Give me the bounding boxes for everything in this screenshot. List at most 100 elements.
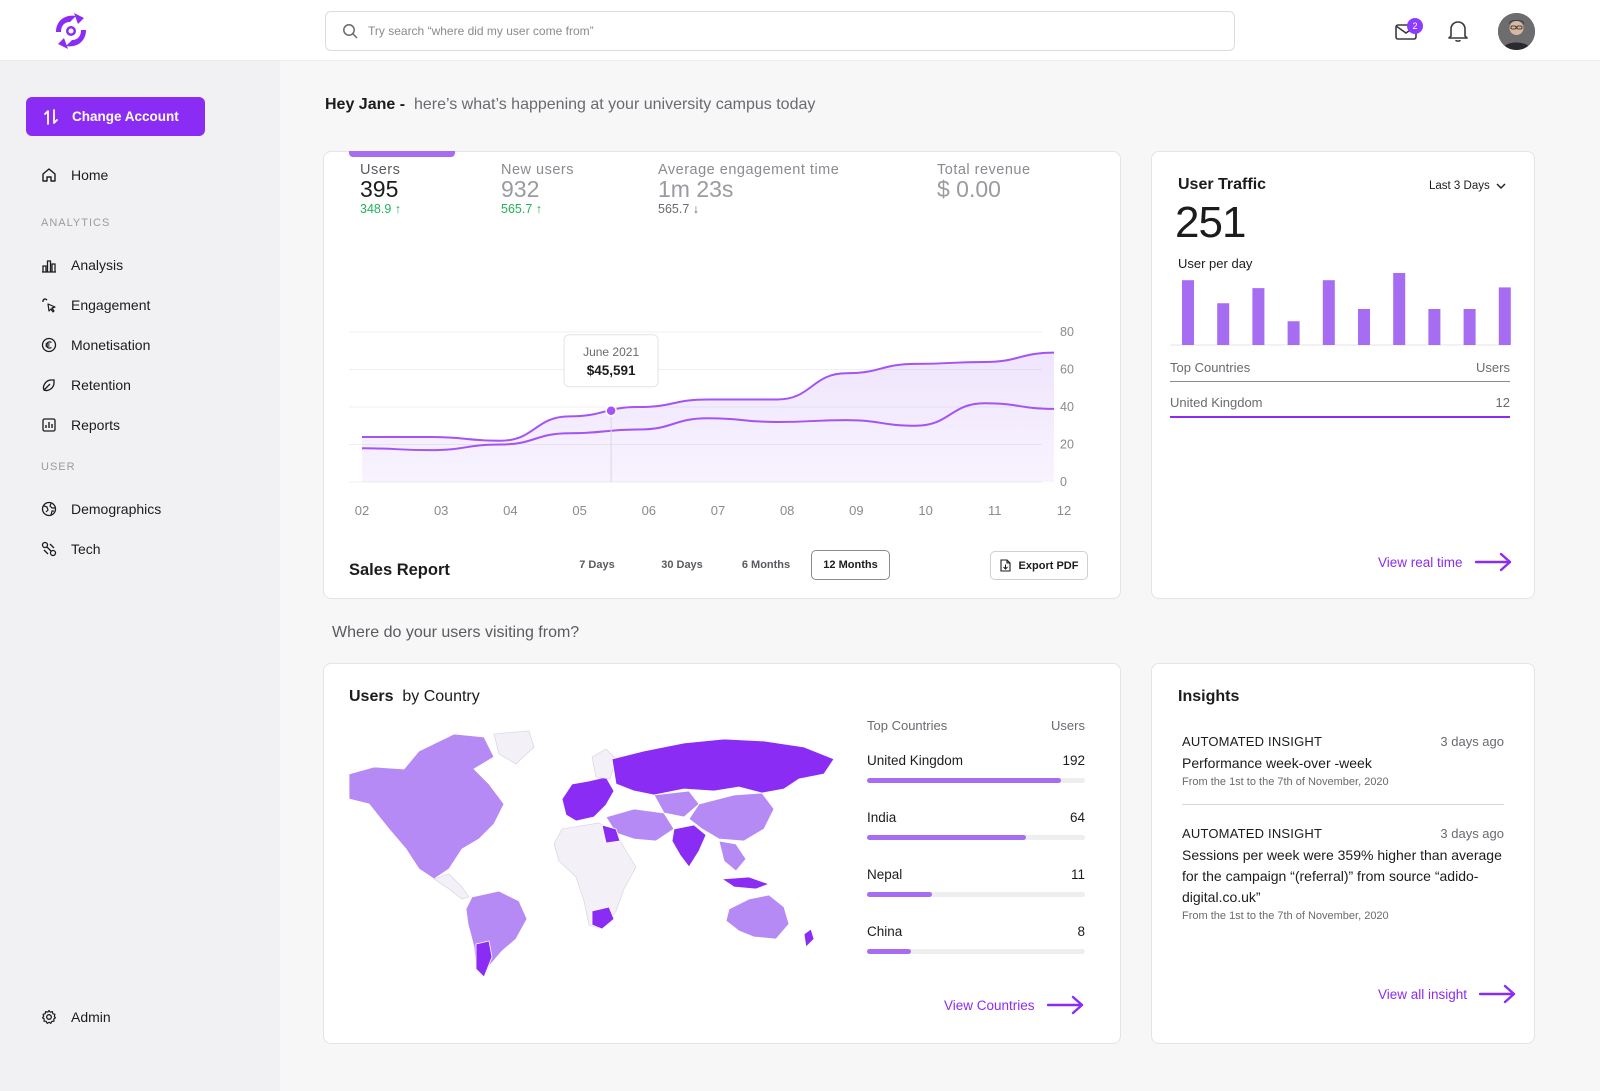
x-tick-label: 11 [988,503,1002,518]
sidebar-item-admin[interactable]: Admin [41,1009,111,1025]
country-name: United Kingdom [867,753,964,768]
map-region-argentina[interactable] [475,940,493,978]
top-bar: 2 [0,0,1600,61]
metric-engagement-time[interactable]: Average engagement time 1m 23s 565.7 ↓ [658,162,839,216]
metric-label: Total revenue [937,162,1031,178]
sidebar-item-label: Retention [71,377,131,393]
sidebar-item-monetisation[interactable]: Monetisation [41,337,150,353]
map-region-north-africa[interactable] [601,824,621,844]
app-logo-icon[interactable] [48,10,94,52]
range-30-days[interactable]: 30 Days [661,559,703,571]
y-tick-label: 40 [1060,400,1074,414]
sidebar-item-engagement[interactable]: Engagement [41,297,150,313]
sidebar-item-tech[interactable]: Tech [41,541,101,557]
x-tick-label: 12 [1057,503,1071,518]
map-region-indonesia[interactable] [720,876,771,890]
cursor-click-icon [42,298,56,313]
view-all-insight-link[interactable]: View all insight [1378,984,1517,1004]
metric-delta: 565.7 ↑ [501,202,543,216]
insight-body: Performance week-over -week [1182,755,1372,771]
view-real-time-link[interactable]: View real time [1378,552,1513,572]
search-bar[interactable] [325,11,1235,51]
traffic-table-head: Top Countries Users [1170,360,1510,382]
metric-value: 395 [360,176,399,202]
country-users: 12 [1495,395,1510,410]
range-dropdown[interactable]: Last 3 Days [1429,180,1506,192]
map-region-central-america[interactable] [433,873,470,900]
tooltip-value: $45,591 [587,363,636,378]
sidebar-item-home[interactable]: Home [41,167,108,183]
tooltip-label: June 2021 [583,345,639,359]
map-region-scandinavia[interactable] [591,748,617,780]
x-tick-label: 02 [355,503,369,518]
map-region-china[interactable] [688,792,775,842]
traffic-bar [1182,280,1194,345]
y-tick-label: 20 [1060,438,1074,452]
map-region-india[interactable] [671,824,707,868]
y-tick-label: 80 [1060,325,1074,339]
map-region-russia[interactable] [611,738,835,796]
x-tick-label: 06 [642,503,656,518]
insight-tag: AUTOMATED INSIGHT [1182,734,1323,749]
sidebar-item-analysis[interactable]: Analysis [41,257,123,273]
country-users: 11 [1070,867,1085,882]
x-tick-label: 04 [503,503,517,518]
sidebar-item-reports[interactable]: Reports [41,417,120,433]
bell-icon[interactable] [1446,18,1470,44]
arrow-right-icon [1046,995,1083,1015]
map-region-central-asia[interactable] [653,790,700,818]
sidebar-item-label: Home [71,167,109,183]
switch-icon [44,108,58,125]
change-account-label: Change Account [72,109,179,124]
world-map[interactable] [344,729,844,979]
insight-item[interactable]: AUTOMATED INSIGHT 3 days ago Performance … [1182,734,1504,788]
sidebar-item-label: Tech [71,541,101,557]
metric-total-revenue[interactable]: Total revenue $ 0.00 [937,162,1031,201]
metric-delta: 348.9 ↑ [360,202,402,216]
sales-report-title: Sales Report [349,561,450,579]
country-row[interactable]: China 8 [867,924,1085,954]
export-pdf-button[interactable]: Export PDF [990,551,1088,580]
range-6-months[interactable]: 6 Months [741,559,791,571]
map-region-middle-east[interactable] [605,808,675,842]
traffic-bar [1358,309,1370,345]
map-region-new-zealand[interactable] [803,928,815,948]
euro-icon [41,337,57,353]
traffic-bar [1217,303,1230,345]
map-region-south-africa[interactable] [591,906,615,930]
section-heading: Where do your users visiting from? [332,624,580,641]
progress-track [867,778,1085,783]
title-bold: Users [349,688,394,705]
range-12-months[interactable]: 12 Months [811,550,890,580]
sidebar-item-label: Demographics [71,501,162,517]
country-row[interactable]: United Kingdom 192 [867,753,1085,783]
search-input[interactable] [368,24,1168,38]
dropdown-value: Last 3 Days [1429,180,1490,192]
map-region-australia[interactable] [725,894,790,940]
sidebar-item-retention[interactable]: Retention [41,377,131,393]
sidebar-item-demographics[interactable]: Demographics [41,501,161,517]
metric-value: 1m 23s [658,176,734,202]
map-region-south-america[interactable] [465,890,528,978]
map-region-north-america[interactable] [348,733,505,880]
sales-line-chart[interactable]: 80 60 40 20 0 June 2021 $45,591 02 03 04 05 06 07 08 0… [324,302,1122,532]
range-7-days[interactable]: 7 Days [579,559,615,571]
country-name: China [867,924,903,939]
metric-users[interactable]: Users 395 348.9 ↑ [360,162,401,216]
country-name: United Kingdom [1170,395,1263,410]
view-countries-link[interactable]: View Countries [944,995,1085,1015]
table-row[interactable]: United Kingdom 12 [1170,395,1510,418]
metric-new-users[interactable]: New users 932 565.7 ↑ [501,162,574,216]
map-region-greenland[interactable] [493,730,535,765]
chevron-down-icon [1496,183,1506,189]
user-avatar[interactable] [1498,13,1535,50]
country-row[interactable]: India 64 [867,810,1085,840]
map-region-europe[interactable] [561,776,615,822]
section-user: USER [41,461,76,473]
change-account-button[interactable]: Change Account [26,97,205,136]
country-row[interactable]: Nepal 11 [867,867,1085,897]
traffic-bar [1498,287,1511,345]
insight-item[interactable]: AUTOMATED INSIGHT 3 days ago Sessions per… [1182,826,1504,922]
country-users: 8 [1077,924,1085,939]
map-region-southeast-asia[interactable] [718,840,747,872]
